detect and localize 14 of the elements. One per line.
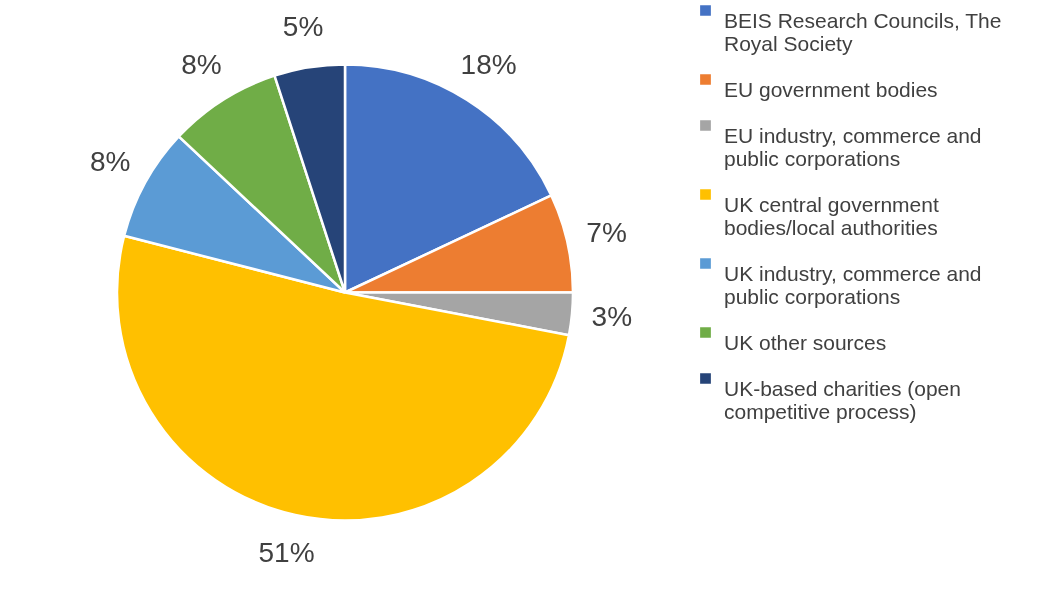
data-label: 18% <box>460 49 517 81</box>
data-label: 7% <box>586 217 627 249</box>
legend-label: UK central government bodies/local authorities <box>724 192 939 239</box>
data-label: 8% <box>89 146 131 178</box>
legend-label: BEIS Research Councils, The Royal Society <box>724 8 1002 55</box>
data-label: 3% <box>591 300 633 332</box>
data-label: 51% <box>258 537 315 569</box>
data-label: 5% <box>282 10 324 42</box>
legend-label: EU government bodies <box>724 77 938 101</box>
legend-label: EU industry, commerce and public corporations <box>724 123 982 170</box>
data-label: 8% <box>181 49 222 81</box>
legend-label: UK industry, commerce and public corporations <box>724 261 982 308</box>
legend-label: UK-based charities (open competitive process) <box>724 376 961 423</box>
legend-label: UK other sources <box>724 330 887 354</box>
